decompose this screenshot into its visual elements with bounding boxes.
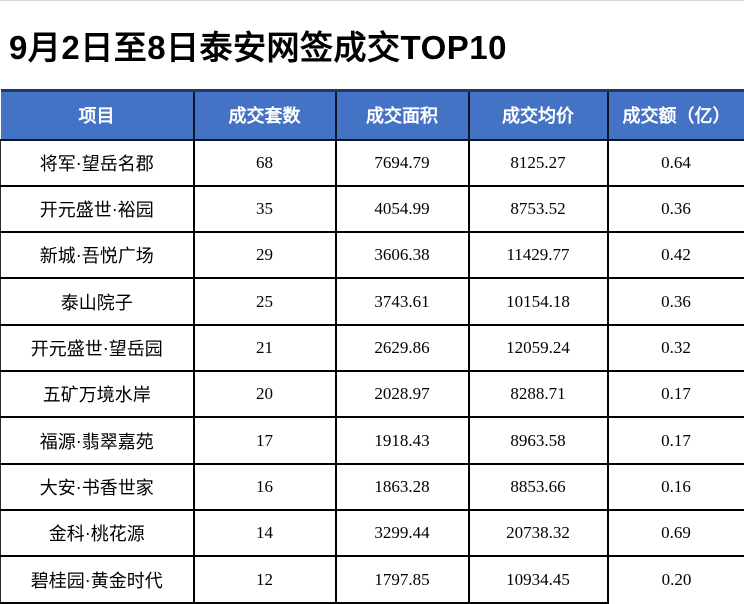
column-header-3: 成交均价 xyxy=(467,89,608,141)
area-cell: 1918.43 xyxy=(334,417,469,465)
title-bar: 9月2日至8日泰安网签成交TOP10 xyxy=(0,1,744,89)
table-row: 新城·吾悦广场 29 3606.38 11429.77 0.42 xyxy=(0,232,744,280)
amount-cell: 0.17 xyxy=(606,417,744,465)
area-cell: 4054.99 xyxy=(334,185,469,234)
table-body: 将军·望岳名郡 68 7694.79 8125.27 0.64 开元盛世·裕园 35 4054… xyxy=(0,139,744,604)
amount-cell: 0.16 xyxy=(606,463,744,512)
project-name-cell: 将军·望岳名郡 xyxy=(0,139,194,187)
table-header-row: 项目 成交套数 成交面积 成交均价 成交额（亿） xyxy=(0,89,744,141)
amount-cell: 0.36 xyxy=(606,278,744,326)
avg-price-cell: 20738.32 xyxy=(467,510,608,558)
column-header-4: 成交额（亿） xyxy=(606,89,744,141)
units-sold-cell: 17 xyxy=(192,417,336,465)
area-cell: 7694.79 xyxy=(334,139,469,187)
table-row: 金科·桃花源 14 3299.44 20738.32 0.69 xyxy=(0,510,744,558)
amount-cell: 0.64 xyxy=(606,139,744,187)
avg-price-cell: 8853.66 xyxy=(467,463,608,512)
table-row: 大安·书香世家 16 1863.28 8853.66 0.16 xyxy=(0,463,744,512)
units-sold-cell: 21 xyxy=(192,324,336,373)
avg-price-cell: 8288.71 xyxy=(467,371,608,419)
amount-cell: 0.32 xyxy=(606,324,744,373)
table-row: 开元盛世·望岳园 21 2629.86 12059.24 0.32 xyxy=(0,324,744,373)
project-name-cell: 大安·书香世家 xyxy=(0,463,194,512)
project-name-cell: 福源·翡翠嘉苑 xyxy=(0,417,194,465)
page-title: 9月2日至8日泰安网签成交TOP10 xyxy=(9,29,508,66)
units-sold-cell: 14 xyxy=(192,510,336,558)
units-sold-cell: 25 xyxy=(192,278,336,326)
area-cell: 1797.85 xyxy=(334,556,469,604)
avg-price-cell: 12059.24 xyxy=(467,324,608,373)
amount-cell: 0.17 xyxy=(606,371,744,419)
table-row: 泰山院子 25 3743.61 10154.18 0.36 xyxy=(0,278,744,326)
amount-cell: 0.36 xyxy=(606,185,744,234)
project-name-cell: 新城·吾悦广场 xyxy=(0,232,194,280)
project-name-cell: 开元盛世·望岳园 xyxy=(0,324,194,373)
project-name-cell: 碧桂园·黄金时代 xyxy=(0,556,194,604)
area-cell: 1863.28 xyxy=(334,463,469,512)
amount-cell: 0.42 xyxy=(606,232,744,280)
avg-price-cell: 11429.77 xyxy=(467,232,608,280)
project-name-cell: 五矿万境水岸 xyxy=(0,371,194,419)
units-sold-cell: 68 xyxy=(192,139,336,187)
table-row: 五矿万境水岸 20 2028.97 8288.71 0.17 xyxy=(0,371,744,419)
project-name-cell: 金科·桃花源 xyxy=(0,510,194,558)
table-row: 福源·翡翠嘉苑 17 1918.43 8963.58 0.17 xyxy=(0,417,744,465)
area-cell: 3743.61 xyxy=(334,278,469,326)
area-cell: 3299.44 xyxy=(334,510,469,558)
units-sold-cell: 16 xyxy=(192,463,336,512)
avg-price-cell: 8125.27 xyxy=(467,139,608,187)
avg-price-cell: 10154.18 xyxy=(467,278,608,326)
area-cell: 3606.38 xyxy=(334,232,469,280)
units-sold-cell: 29 xyxy=(192,232,336,280)
transactions-table: 项目 成交套数 成交面积 成交均价 成交额（亿） 将军·望岳名郡 68 7694.79 812… xyxy=(0,89,744,604)
column-header-1: 成交套数 xyxy=(192,89,336,141)
amount-cell: 0.20 xyxy=(606,556,744,604)
table-row: 碧桂园·黄金时代 12 1797.85 10934.45 0.20 xyxy=(0,556,744,604)
units-sold-cell: 20 xyxy=(192,371,336,419)
column-header-2: 成交面积 xyxy=(334,89,469,141)
avg-price-cell: 8963.58 xyxy=(467,417,608,465)
avg-price-cell: 10934.45 xyxy=(467,556,608,604)
amount-cell: 0.69 xyxy=(606,510,744,558)
avg-price-cell: 8753.52 xyxy=(467,185,608,234)
area-cell: 2028.97 xyxy=(334,371,469,419)
project-name-cell: 开元盛世·裕园 xyxy=(0,185,194,234)
table-row: 开元盛世·裕园 35 4054.99 8753.52 0.36 xyxy=(0,185,744,234)
project-name-cell: 泰山院子 xyxy=(0,278,194,326)
table-row: 将军·望岳名郡 68 7694.79 8125.27 0.64 xyxy=(0,139,744,187)
area-cell: 2629.86 xyxy=(334,324,469,373)
units-sold-cell: 35 xyxy=(192,185,336,234)
column-header-0: 项目 xyxy=(0,89,194,141)
units-sold-cell: 12 xyxy=(192,556,336,604)
